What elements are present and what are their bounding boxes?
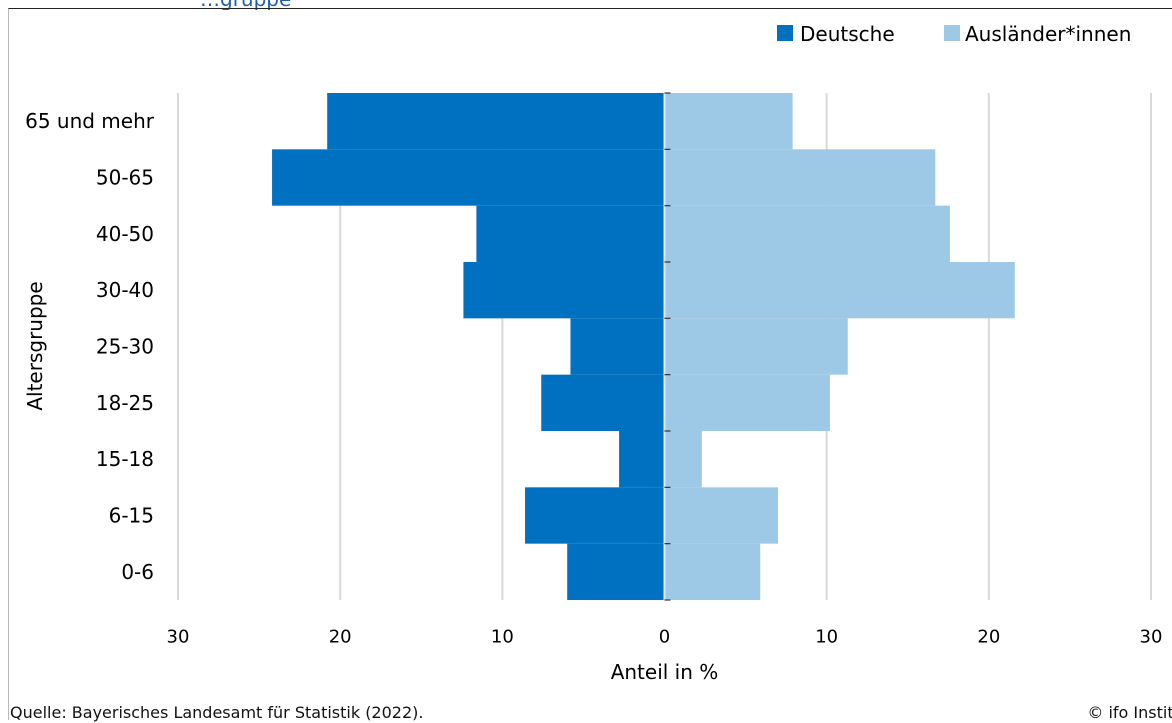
- bar-deutsche: [567, 543, 665, 600]
- bar-deutsche: [525, 487, 665, 544]
- x-tick-label: 0: [659, 627, 670, 648]
- category-label: 30-40: [96, 278, 154, 302]
- category-label: 6-15: [109, 504, 154, 528]
- x-tick-label: 20: [977, 627, 1000, 648]
- bar-auslaender: [664, 543, 761, 600]
- category-label: 25-30: [96, 335, 154, 359]
- bar-auslaender: [664, 149, 936, 206]
- source-note: Quelle: Bayerisches Landesamt für Statis…: [10, 703, 424, 722]
- legend-label: Deutsche: [800, 22, 895, 46]
- bar-auslaender: [664, 262, 1015, 319]
- x-axis-title: Anteil in %: [611, 660, 719, 684]
- bar-deutsche: [570, 318, 665, 375]
- bar-auslaender: [664, 431, 702, 488]
- x-tick-label: 30: [167, 627, 190, 648]
- category-label: 18-25: [96, 391, 154, 415]
- bars: [272, 93, 1015, 600]
- x-tick-label: 30: [1140, 627, 1163, 648]
- bar-auslaender: [664, 487, 779, 544]
- chart-frame: [8, 8, 1172, 720]
- x-tick-label: 20: [329, 627, 352, 648]
- axes: 65 und mehr 50-65 40-50 30-40 25-30 18-25 15-1…: [23, 92, 1163, 684]
- category-label: 0-6: [121, 560, 154, 584]
- legend-swatch: [944, 25, 960, 41]
- legend-label: Ausländer*innen: [965, 22, 1131, 46]
- category-label: 40-50: [96, 222, 154, 246]
- copyright-note: © ifo Institut: [1087, 703, 1172, 722]
- bar-auslaender: [664, 205, 950, 262]
- x-tick-label: 10: [815, 627, 838, 648]
- chart-title-fragment: …gruppe: [0, 0, 1172, 10]
- bar-auslaender: [664, 374, 830, 431]
- legend-swatch: [777, 25, 793, 41]
- bar-deutsche: [476, 205, 665, 262]
- bar-deutsche: [327, 93, 665, 150]
- bar-deutsche: [463, 262, 665, 319]
- category-label: 65 und mehr: [25, 109, 155, 133]
- category-label: 15-18: [96, 447, 154, 471]
- legend: Deutsche Ausländer*innen: [777, 22, 1131, 46]
- bar-deutsche: [619, 431, 665, 488]
- chart-title-text: …gruppe: [200, 0, 291, 10]
- bar-auslaender: [664, 318, 848, 375]
- bar-deutsche: [272, 149, 665, 206]
- x-tick-label: 10: [491, 627, 514, 648]
- y-axis-title: Altersgruppe: [23, 281, 47, 410]
- bar-deutsche: [541, 374, 665, 431]
- bar-auslaender: [664, 93, 793, 150]
- category-label: 50-65: [96, 166, 154, 190]
